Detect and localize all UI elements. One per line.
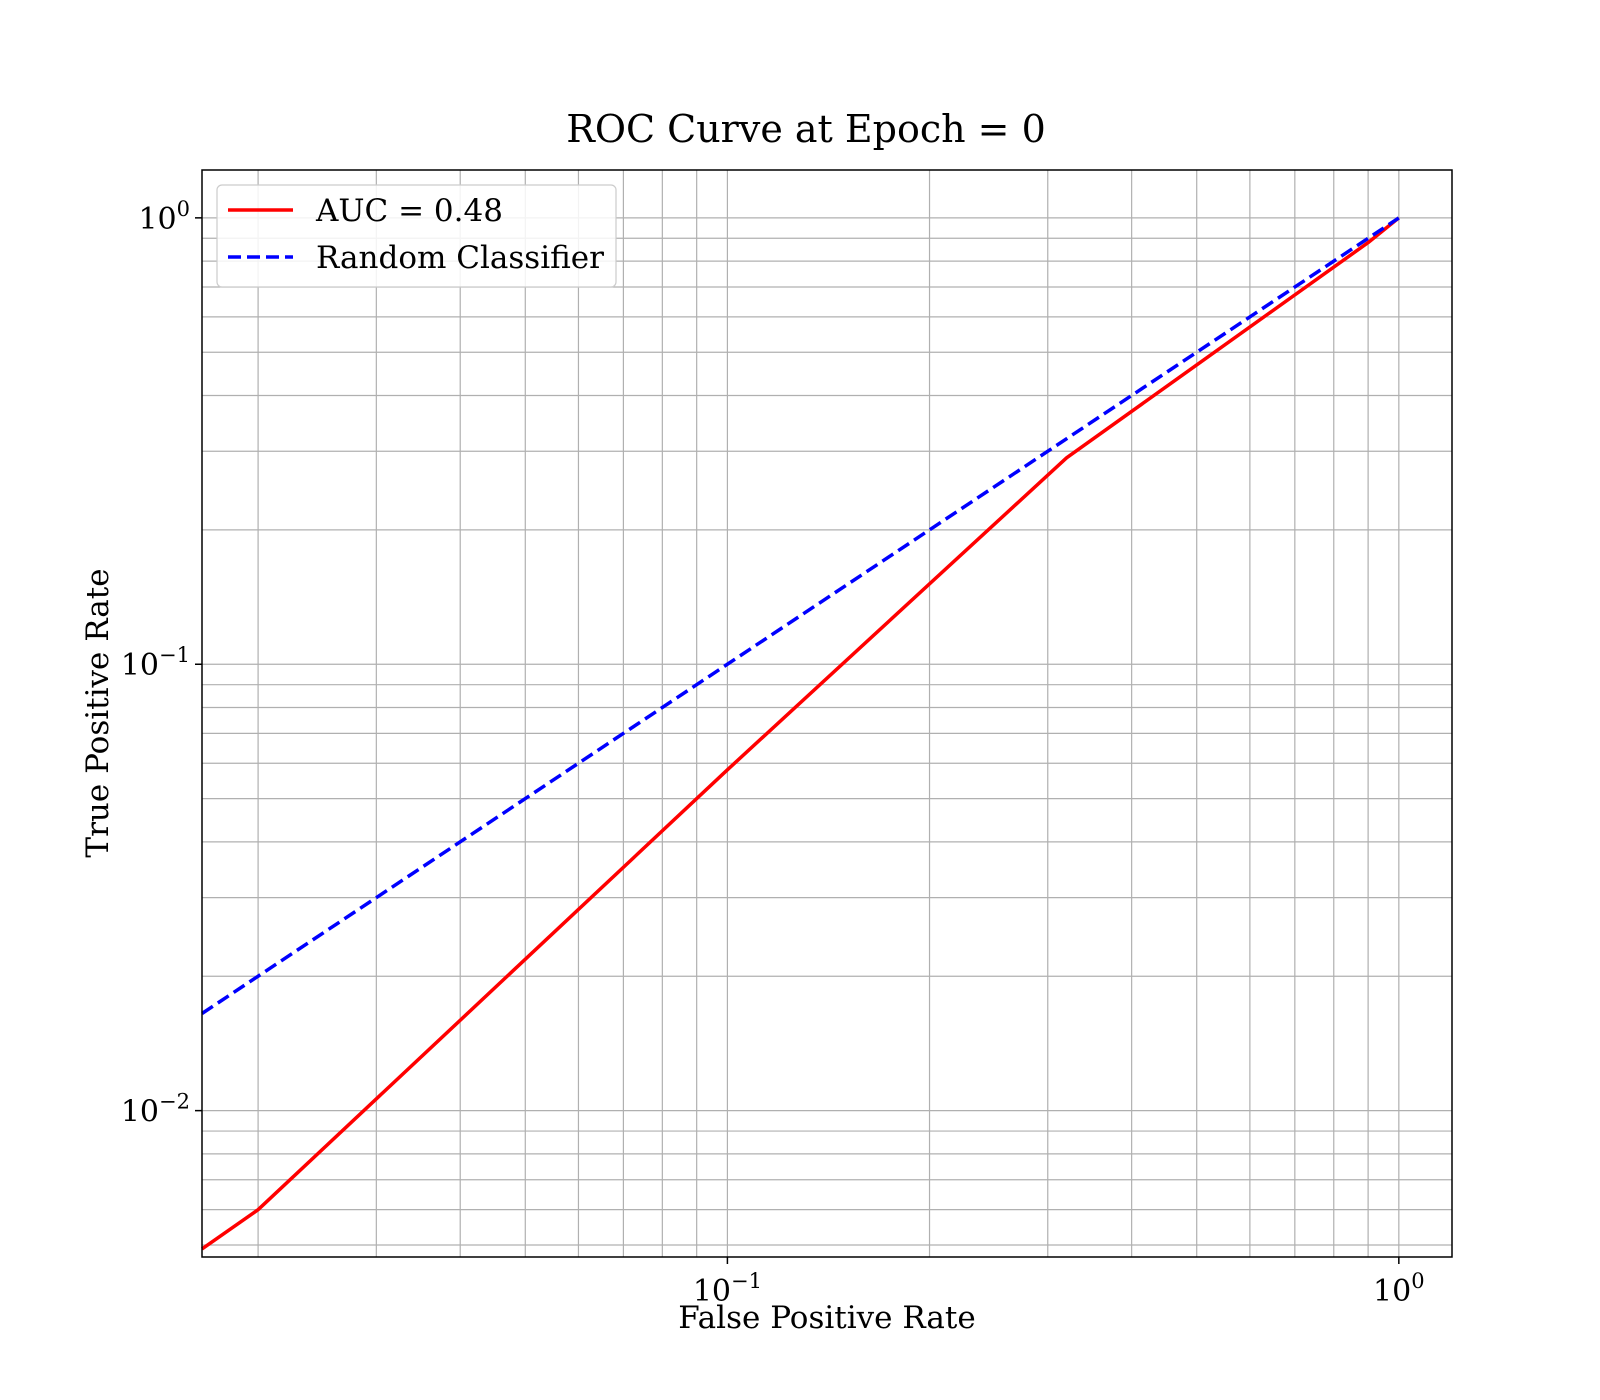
legend-label-auc: AUC = 0.48 xyxy=(315,193,503,229)
y-axis-label: True Positive Rate xyxy=(80,568,116,857)
x-axis-label: False Positive Rate xyxy=(678,1300,975,1336)
x-tick-label: 10−1 xyxy=(693,1269,762,1309)
x-tick-label: 100 xyxy=(1373,1269,1425,1309)
series-line-0 xyxy=(200,216,1400,1251)
y-tick-label: 100 xyxy=(138,197,190,237)
series-line-1 xyxy=(201,216,1400,1015)
legend-label-random-classifier: Random Classifier xyxy=(316,240,604,276)
plot-frame xyxy=(201,169,1453,1258)
y-tick-label: 10−1 xyxy=(121,643,190,683)
y-axis-ticks: 10−2 10−1 100 xyxy=(121,197,202,1130)
plot-series xyxy=(200,216,1400,1251)
legend: AUC = 0.48 Random Classifier xyxy=(216,184,617,288)
legend-box xyxy=(216,184,617,288)
y-tick-label: 10−2 xyxy=(121,1090,190,1130)
chart-title: ROC Curve at Epoch = 0 xyxy=(566,107,1046,151)
x-axis-ticks: 10−1 100 xyxy=(693,1257,1425,1309)
grid-lines xyxy=(202,170,1452,1257)
